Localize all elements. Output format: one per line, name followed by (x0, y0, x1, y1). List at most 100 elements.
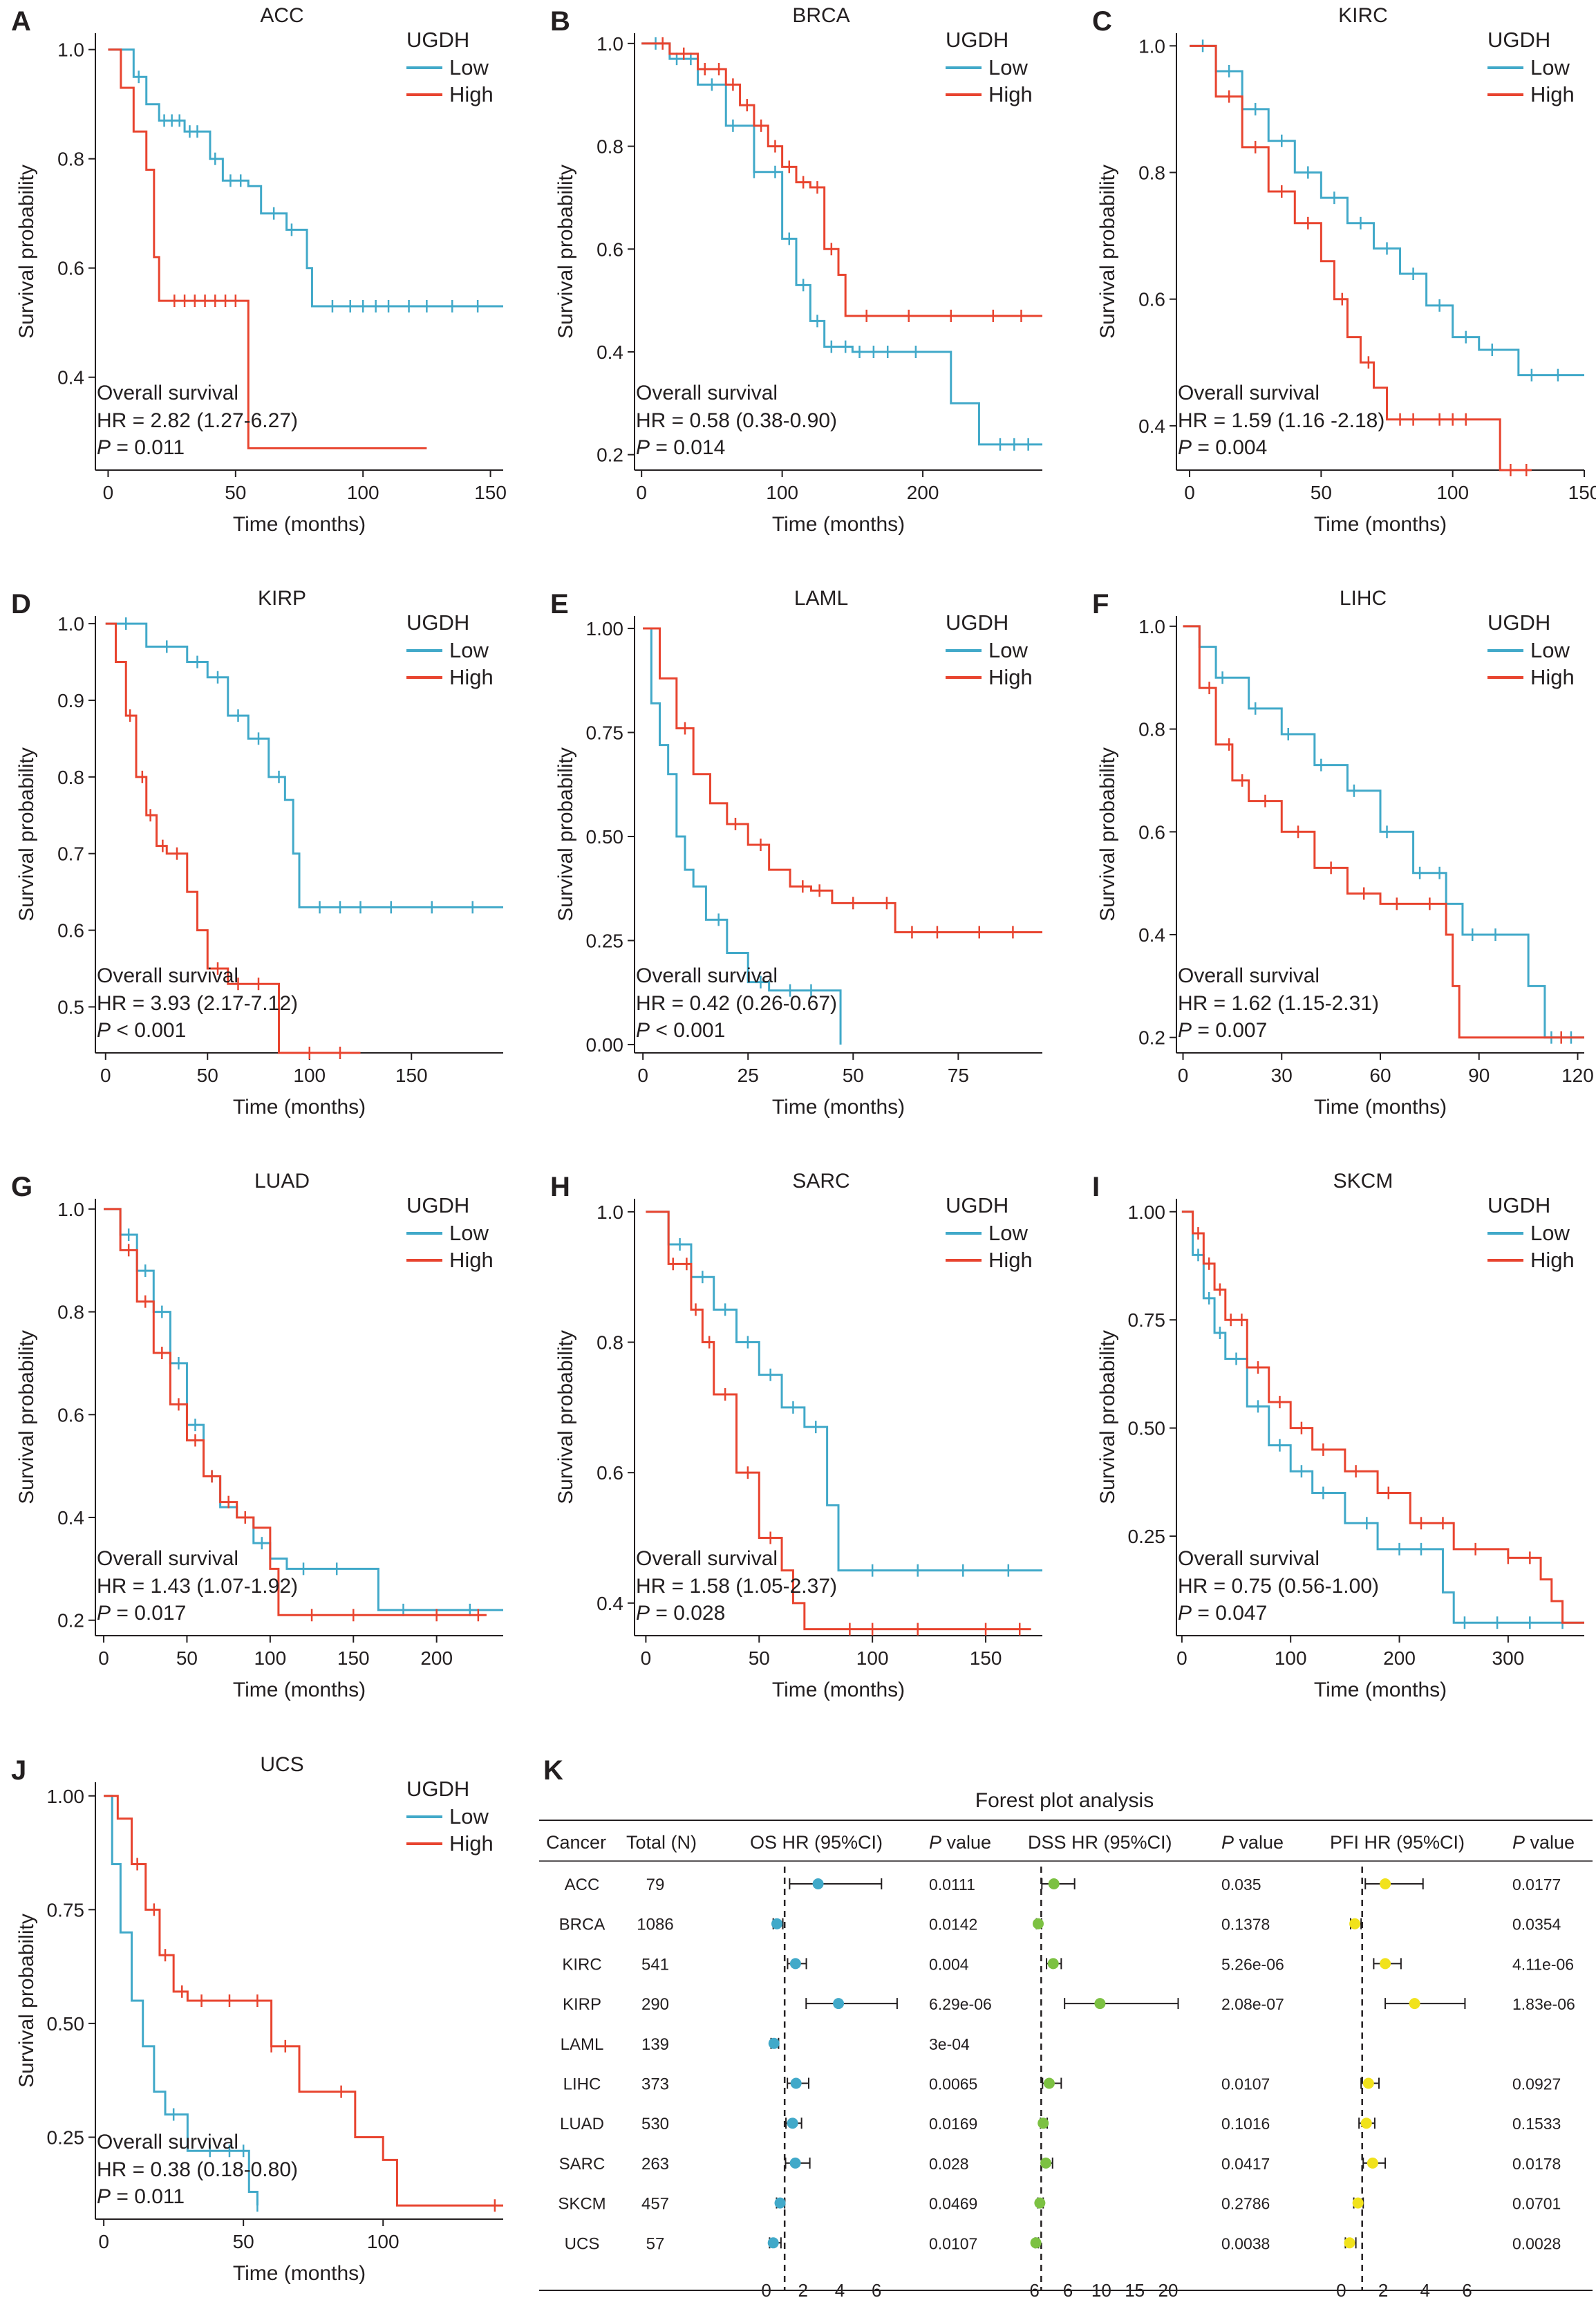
km-plot-svg: G LUAD 0.2 0.4 0.6 0.8 1.0 0 50 100 150 200 Time (mo… (11, 1170, 503, 1701)
panel-letter: B (550, 6, 570, 37)
column-header: OS HR (95%CI) (750, 1832, 883, 1853)
stat-label: Overall survival (97, 2131, 238, 2153)
pfi-hr-point (1349, 1918, 1361, 1929)
y-axis-label: Survival probability (15, 165, 38, 339)
legend-label-high: High (988, 1248, 1033, 1272)
dss-hr-point (1047, 1958, 1059, 1970)
x-tick-label: 50 (197, 1065, 218, 1086)
legend-label-low: Low (988, 638, 1028, 662)
panel-title: LAML (794, 587, 848, 610)
row-total: 530 (641, 2115, 669, 2133)
x-tick-label: 100 (347, 482, 379, 503)
legend-label-high: High (449, 82, 494, 106)
p-value-text: P = 0.028 (636, 1602, 725, 1625)
os-hr-point (833, 1998, 845, 2010)
legend-label-low: Low (449, 1221, 489, 1245)
p-symbol: P (97, 2185, 111, 2208)
column-header-text: value (941, 1832, 991, 1853)
km-curve-high (1181, 1211, 1584, 1624)
y-tick-label: 0.8 (1138, 719, 1165, 740)
km-panel-kirp: D KIRP 0.5 0.6 0.7 0.8 0.9 1.0 0 50 100 150 Time (mo… (11, 583, 517, 1122)
km-curve-high (646, 1211, 1031, 1631)
dss-hr-point (1032, 1918, 1044, 1929)
pfi-hr-point (1344, 2237, 1355, 2249)
dss-p-value: 0.1378 (1221, 1916, 1270, 1934)
x-tick-label: 100 (766, 482, 798, 503)
p-value-text: P < 0.001 (636, 1019, 725, 1042)
pfi-p-value: 0.0177 (1512, 1876, 1561, 1894)
p-symbol: P (636, 1019, 650, 1042)
column-header: Cancer (546, 1832, 606, 1853)
legend-label-high: High (1530, 1248, 1575, 1272)
dss-axis-tick-label: 15 (1125, 2280, 1145, 2301)
pfi-p-value: 0.0701 (1512, 2195, 1561, 2213)
dss-hr-point (1030, 2237, 1042, 2249)
km-curve-high (104, 1795, 503, 2207)
x-tick-label: 150 (337, 1647, 370, 1669)
x-tick-label: 150 (1568, 482, 1596, 503)
p-symbol: P (1178, 436, 1192, 459)
row-cancer: LAML (561, 2035, 604, 2054)
dss-hr-point (1048, 1878, 1060, 1889)
os-hr-point (771, 1918, 783, 1929)
hazard-ratio-text: HR = 2.82 (1.27-6.27) (97, 409, 298, 432)
legend-title: UGDH (1487, 1193, 1550, 1217)
hazard-ratio-text: HR = 0.38 (0.18-0.80) (97, 2158, 298, 2181)
p-symbol: P (1178, 1019, 1192, 1042)
y-tick-label: 1.0 (57, 1199, 84, 1220)
panel-title: LUAD (254, 1170, 310, 1193)
x-tick-label: 75 (948, 1065, 969, 1086)
x-tick-label: 60 (1369, 1065, 1391, 1086)
y-tick-label: 0.8 (1138, 162, 1165, 184)
p-value-text: P = 0.011 (97, 2185, 185, 2208)
p-value-text: P < 0.001 (97, 1019, 186, 1042)
panel-letter: E (550, 589, 569, 619)
legend-title: UGDH (406, 1777, 469, 1801)
pfi-axis-tick-label: 2 (1378, 2280, 1388, 2301)
stat-label: Overall survival (636, 964, 778, 987)
dss-axis-tick-label: 6 (1063, 2280, 1073, 2301)
os-axis-tick-label: 0 (761, 2280, 771, 2301)
panel-title: LIHC (1340, 587, 1387, 610)
y-tick-label: 0.8 (57, 149, 84, 170)
km-plot-svg: H SARC 0.4 0.6 0.8 1.0 0 50 100 150 Time (months) S… (550, 1170, 1042, 1701)
x-axis-label: Time (months) (233, 1096, 366, 1119)
km-curve-high (104, 1208, 487, 1616)
legend-label-low: Low (449, 638, 489, 662)
y-tick-label: 0.25 (1128, 1526, 1166, 1547)
dss-p-value: 0.0417 (1221, 2155, 1270, 2173)
row-cancer: KIRP (563, 1995, 601, 2014)
x-tick-label: 50 (1311, 482, 1332, 503)
x-tick-label: 30 (1271, 1065, 1293, 1086)
pfi-hr-point (1380, 1878, 1391, 1889)
x-axis-label: Time (months) (233, 1679, 366, 1701)
y-tick-label: 1.0 (597, 33, 623, 55)
column-header: P value (1512, 1832, 1575, 1853)
x-tick-label: 200 (907, 482, 939, 503)
os-p-value: 0.0469 (929, 2195, 977, 2213)
x-tick-label: 50 (176, 1647, 198, 1669)
y-tick-label: 0.6 (1138, 289, 1165, 310)
legend-label-high: High (449, 665, 494, 689)
pfi-hr-point (1360, 2118, 1372, 2129)
os-hr-point (812, 1878, 824, 1889)
hazard-ratio-text: HR = 3.93 (2.17-7.12) (97, 992, 298, 1015)
panel-title: SARC (792, 1170, 849, 1193)
p-value: = 0.011 (111, 2185, 185, 2208)
pfi-hr-point (1352, 2197, 1364, 2209)
p-value: = 0.004 (1192, 436, 1267, 459)
x-tick-label: 0 (103, 482, 114, 503)
hazard-ratio-text: HR = 1.43 (1.07-1.92) (97, 1575, 298, 1598)
km-curve-high (108, 48, 427, 449)
legend-label-low: Low (988, 1221, 1028, 1245)
hazard-ratio-text: HR = 0.42 (0.26-0.67) (636, 992, 837, 1015)
x-axis-label: Time (months) (772, 1679, 905, 1701)
x-axis-label: Time (months) (772, 1096, 905, 1119)
dss-hr-point (1040, 2157, 1052, 2169)
y-tick-label: 0.4 (57, 1507, 84, 1529)
x-tick-label: 100 (1436, 482, 1469, 503)
y-axis-label: Survival probability (1096, 165, 1119, 339)
panel-title: ACC (260, 4, 303, 27)
p-symbol: P (1178, 1602, 1192, 1625)
